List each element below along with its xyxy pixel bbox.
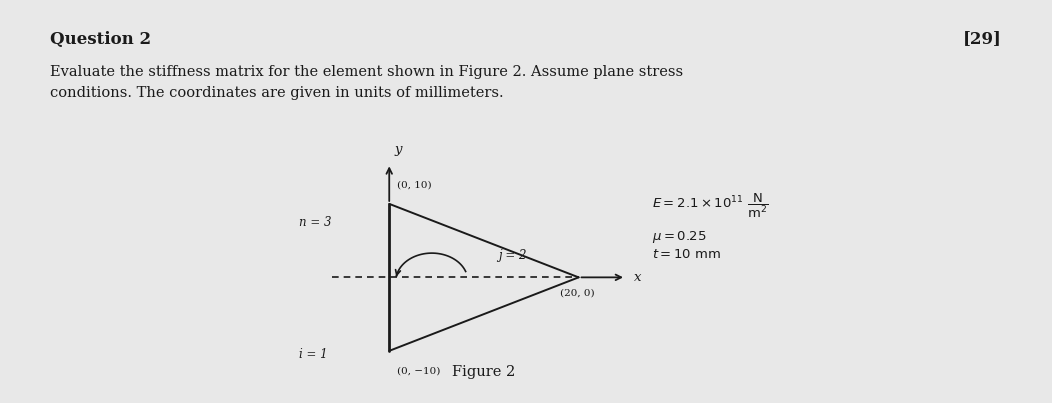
Text: $E = 2.1 \times 10^{11}\ \dfrac{\mathrm{N}}{\mathrm{m}^2}$: $E = 2.1 \times 10^{11}\ \dfrac{\mathrm{… bbox=[652, 191, 769, 220]
Text: Evaluate the stiffness matrix for the element shown in Figure 2. Assume plane st: Evaluate the stiffness matrix for the el… bbox=[50, 65, 684, 79]
Text: [29]: [29] bbox=[963, 31, 1002, 48]
Text: (0, −10): (0, −10) bbox=[397, 367, 440, 376]
Text: Figure 2: Figure 2 bbox=[452, 365, 515, 379]
Text: y: y bbox=[394, 143, 403, 156]
Text: n = 3: n = 3 bbox=[299, 216, 331, 229]
Text: x: x bbox=[633, 271, 641, 284]
Text: conditions. The coordinates are given in units of millimeters.: conditions. The coordinates are given in… bbox=[50, 86, 504, 100]
Text: $\mu = 0.25$: $\mu = 0.25$ bbox=[652, 229, 707, 245]
Text: i = 1: i = 1 bbox=[299, 348, 328, 361]
Text: (20, 0): (20, 0) bbox=[560, 289, 594, 298]
Text: $t = 10\ \mathrm{mm}$: $t = 10\ \mathrm{mm}$ bbox=[652, 247, 722, 261]
Text: Question 2: Question 2 bbox=[50, 31, 151, 48]
Text: j = 2: j = 2 bbox=[499, 249, 527, 262]
Text: (0, 10): (0, 10) bbox=[397, 181, 431, 190]
